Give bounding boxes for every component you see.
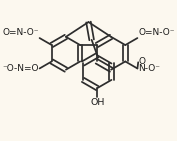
Text: O=N-O⁻: O=N-O⁻ xyxy=(2,28,39,37)
Text: ⁻O-N=O: ⁻O-N=O xyxy=(2,64,39,73)
Text: O=N-O⁻: O=N-O⁻ xyxy=(138,28,175,37)
Text: N-O⁻: N-O⁻ xyxy=(138,64,160,73)
Text: OH: OH xyxy=(90,98,104,107)
Text: O: O xyxy=(138,57,145,66)
